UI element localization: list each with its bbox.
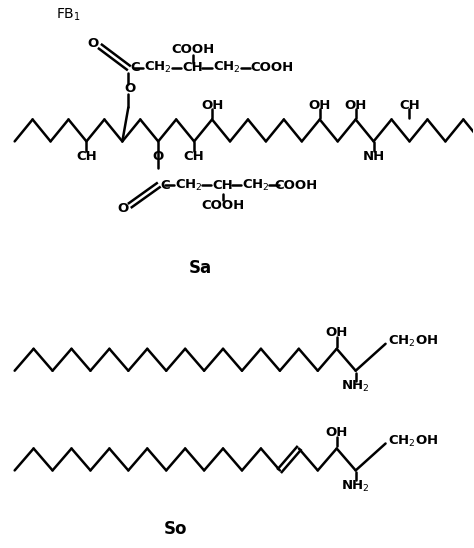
Text: CH$_2$: CH$_2$ [144, 60, 172, 75]
Text: $\mathrm{FB_1}$: $\mathrm{FB_1}$ [55, 7, 81, 23]
Text: COOH: COOH [250, 61, 293, 74]
Text: OH: OH [345, 99, 367, 112]
Text: CH: CH [76, 150, 97, 163]
Text: CH: CH [399, 99, 420, 112]
Text: C: C [160, 179, 170, 192]
Text: CH$_2$: CH$_2$ [242, 178, 270, 193]
Text: CH$_2$OH: CH$_2$OH [388, 434, 438, 449]
Text: O: O [118, 202, 129, 215]
Text: COOH: COOH [274, 179, 318, 192]
Text: CH: CH [213, 179, 233, 192]
Text: O: O [88, 37, 99, 50]
Text: O: O [153, 150, 164, 163]
Text: OH: OH [201, 99, 223, 112]
Text: COOH: COOH [201, 199, 245, 212]
Text: C: C [130, 61, 140, 74]
Text: OH: OH [326, 426, 348, 439]
Text: CH: CH [183, 61, 203, 74]
Text: NH$_2$: NH$_2$ [341, 379, 370, 394]
Text: So: So [164, 520, 187, 538]
Text: OH: OH [309, 99, 331, 112]
Text: O: O [125, 82, 136, 95]
Text: Sa: Sa [189, 259, 212, 277]
Text: CH: CH [184, 150, 204, 163]
Text: CH$_2$: CH$_2$ [213, 60, 241, 75]
Text: NH$_2$: NH$_2$ [341, 479, 370, 494]
Text: COOH: COOH [172, 43, 215, 56]
Text: OH: OH [326, 326, 348, 339]
Text: NH: NH [363, 150, 385, 163]
Text: CH$_2$OH: CH$_2$OH [388, 334, 438, 350]
Text: CH$_2$: CH$_2$ [175, 178, 203, 193]
